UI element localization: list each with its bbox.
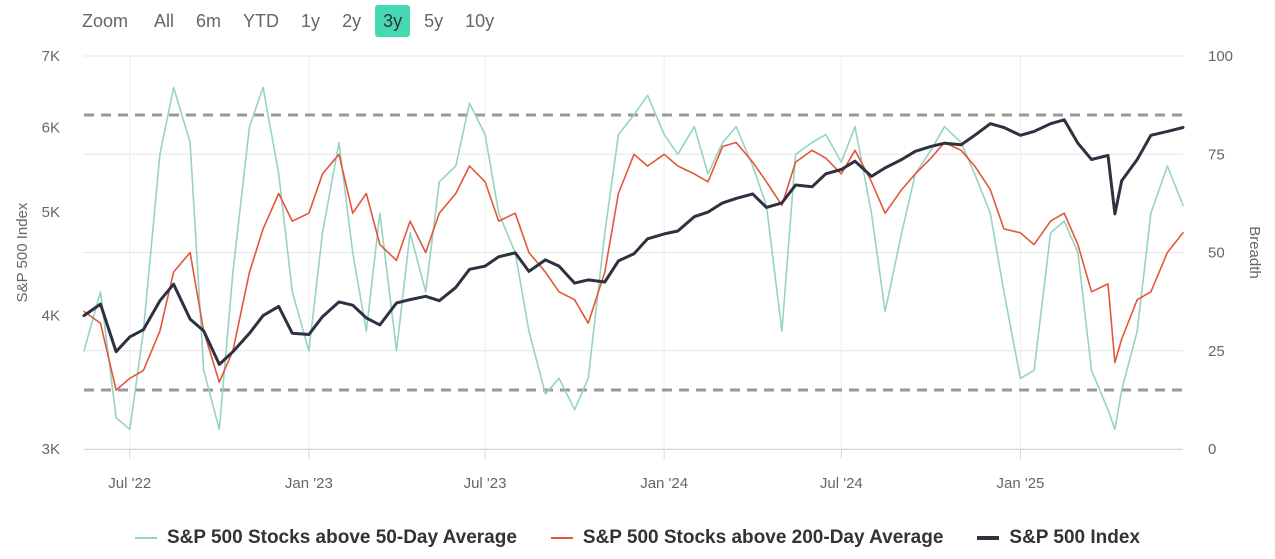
legend-item-200day[interactable]: S&P 500 Stocks above 200-Day Average — [550, 527, 944, 549]
legend-swatch-50day — [134, 537, 157, 539]
y-left-tick-label: 7K — [42, 48, 60, 65]
x-tick-label: Jul '24 — [820, 475, 863, 492]
x-tick-label: Jul '23 — [464, 475, 507, 492]
x-tick-label: Jan '25 — [996, 475, 1044, 492]
zoom-bar: Zoom All 6m YTD 1y 2y 3y 5y 10y — [78, 5, 508, 37]
zoom-button-2y[interactable]: 2y — [334, 5, 369, 37]
zoom-button-1y[interactable]: 1y — [293, 5, 328, 37]
y-left-tick-label: 5K — [42, 204, 60, 221]
legend-swatch-200day — [550, 537, 573, 539]
y-right-axis-title: Breadth — [1246, 226, 1263, 279]
zoom-button-5y[interactable]: 5y — [416, 5, 451, 37]
axis-layer: 3K 4K 5K 6K 7K 0 25 50 75 100 Jul '22 Jan '23 Jul '2… — [14, 48, 1263, 492]
x-tick-label: Jan '23 — [285, 475, 333, 492]
y-left-axis-title: S&P 500 Index — [14, 202, 31, 302]
legend-item-index[interactable]: S&P 500 Index — [977, 527, 1140, 549]
legend-label-50day: S&P 500 Stocks above 50-Day Average — [166, 527, 517, 548]
x-tick-label: Jul '22 — [108, 475, 151, 492]
zoom-button-3y[interactable]: 3y — [375, 5, 411, 37]
legend: S&P 500 Stocks above 50-Day Average S&P … — [0, 522, 1275, 554]
y-right-tick-label: 25 — [1208, 343, 1225, 360]
sp500-index-line — [82, 118, 1185, 366]
y-right-tick-label: 75 — [1208, 146, 1225, 163]
zoom-button-6m[interactable]: 6m — [188, 5, 229, 37]
y-right-tick-label: 50 — [1208, 245, 1225, 262]
breadth-50day-line — [83, 86, 1184, 431]
series-layer — [82, 86, 1185, 431]
breadth-chart[interactable]: 3K 4K 5K 6K 7K 0 25 50 75 100 Jul '22 Jan '23 Jul '2… — [0, 0, 1275, 520]
breadth-200day-line — [83, 141, 1184, 391]
zoom-button-all[interactable]: All — [146, 5, 182, 37]
legend-label-index: S&P 500 Index — [1009, 527, 1141, 548]
y-left-tick-label: 3K — [42, 441, 60, 458]
zoom-button-ytd[interactable]: YTD — [235, 5, 287, 37]
y-left-tick-label: 6K — [42, 119, 60, 136]
legend-item-50day[interactable]: S&P 500 Stocks above 50-Day Average — [134, 527, 517, 549]
legend-label-200day: S&P 500 Stocks above 200-Day Average — [582, 527, 944, 548]
y-right-tick-label: 0 — [1208, 441, 1216, 458]
x-tick-label: Jan '24 — [640, 475, 688, 492]
legend-swatch-index — [977, 536, 1000, 540]
zoom-label: Zoom — [82, 10, 129, 31]
y-left-tick-label: 4K — [42, 308, 60, 325]
y-right-tick-label: 100 — [1208, 48, 1233, 65]
zoom-button-10y[interactable]: 10y — [457, 5, 502, 37]
